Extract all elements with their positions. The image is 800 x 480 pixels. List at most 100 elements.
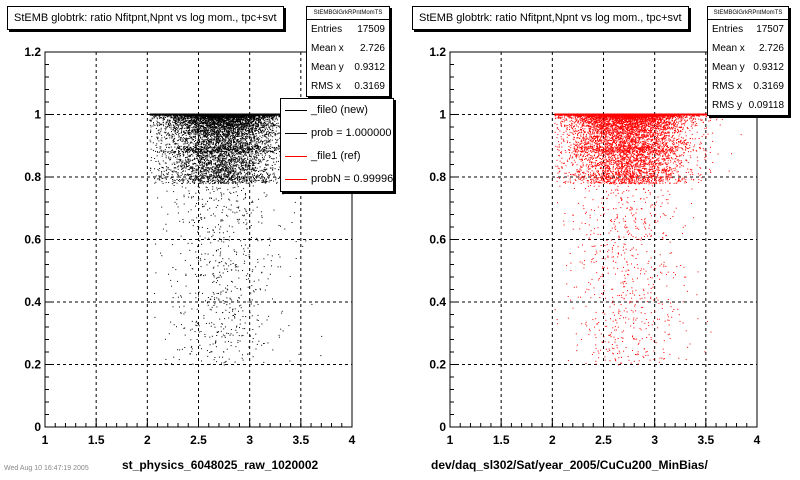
scatter-point [258, 119, 260, 121]
scatter-point [206, 119, 208, 121]
scatter-point [150, 167, 151, 169]
scatter-point [169, 159, 171, 161]
scatter-point [234, 132, 236, 134]
scatter-point [246, 332, 248, 334]
scatter-point [226, 132, 228, 134]
scatter-point [236, 135, 237, 137]
scatter-point [305, 240, 307, 242]
scatter-point [201, 174, 203, 176]
scatter-point [254, 170, 256, 172]
scatter-point [244, 168, 246, 170]
scatter-point [244, 132, 246, 134]
scatter-point [267, 116, 269, 118]
scatter-point [205, 175, 207, 177]
scatter-point [153, 115, 155, 117]
scatter-point [207, 180, 209, 182]
scatter-point [199, 171, 201, 173]
scatter-point [181, 117, 183, 119]
scatter-point [209, 308, 211, 310]
scatter-point [228, 134, 230, 136]
scatter-point [171, 150, 173, 152]
scatter-point [221, 336, 223, 338]
scatter-point [181, 149, 182, 151]
scatter-point [234, 313, 236, 315]
scatter-point [233, 141, 234, 143]
scatter-point [184, 334, 186, 336]
scatter-point [242, 182, 244, 183]
scatter-point [221, 240, 223, 242]
scatter-point [266, 140, 268, 142]
scatter-point [223, 119, 225, 121]
scatter-point [241, 151, 243, 153]
scatter-point [250, 180, 252, 182]
scatter-point [237, 129, 239, 131]
scatter-point [257, 259, 259, 261]
scatter-point [167, 122, 169, 124]
scatter-point [188, 120, 190, 121]
scatter-point [176, 148, 177, 150]
scatter-point [311, 303, 313, 305]
scatter-point [194, 177, 196, 179]
scatter-point [151, 117, 153, 119]
scatter-point [235, 158, 237, 160]
scatter-point [211, 124, 213, 126]
scatter-point [210, 176, 212, 178]
scatter-point [174, 130, 176, 132]
scatter-point [150, 159, 152, 161]
scatter-point [188, 160, 190, 162]
scatter-point [210, 138, 212, 140]
scatter-point [196, 121, 198, 123]
scatter-point [231, 150, 233, 152]
scatter-point [262, 117, 264, 119]
scatter-point [199, 144, 201, 146]
scatter-point [154, 168, 156, 170]
scatter-point [248, 178, 250, 180]
scatter-point [209, 175, 211, 177]
scatter-point [204, 116, 206, 118]
scatter-point [239, 142, 241, 144]
scatter-point [202, 166, 203, 168]
scatter-point [267, 141, 269, 143]
scatter-point [185, 127, 187, 129]
scatter-point [193, 196, 194, 198]
scatter-point [235, 183, 237, 184]
scatter-point [227, 165, 229, 167]
scatter-point [235, 165, 237, 166]
scatter-point [220, 173, 222, 175]
scatter-point [213, 183, 215, 184]
scatter-point [269, 273, 271, 275]
scatter-point [244, 148, 246, 149]
scatter-point [212, 124, 214, 126]
scatter-point [200, 182, 202, 184]
scatter-point [190, 147, 192, 149]
scatter-point [242, 316, 244, 317]
scatter-point [202, 136, 204, 138]
scatter-point [232, 123, 234, 125]
scatter-point [230, 157, 232, 159]
scatter-point [182, 139, 184, 141]
scatter-point [246, 173, 248, 175]
scatter-point [230, 209, 232, 211]
scatter-point [190, 125, 192, 126]
scatter-point [246, 147, 248, 149]
scatter-point [237, 124, 239, 126]
scatter-point [242, 167, 244, 169]
scatter-point [179, 123, 181, 125]
scatter-point [223, 241, 225, 243]
scatter-point [263, 171, 265, 173]
scatter-point [215, 117, 216, 119]
scatter-point [194, 273, 196, 275]
scatter-point [217, 134, 219, 136]
scatter-point [262, 122, 264, 124]
scatter-point [225, 144, 226, 146]
scatter-point [216, 133, 218, 135]
scatter-point [217, 122, 219, 124]
scatter-point [269, 150, 271, 152]
scatter-point [189, 154, 191, 156]
scatter-point [233, 149, 235, 151]
scatter-point [276, 141, 278, 143]
scatter-point [253, 124, 255, 126]
scatter-point [245, 209, 247, 211]
scatter-point [224, 171, 226, 173]
scatter-point [165, 170, 167, 172]
